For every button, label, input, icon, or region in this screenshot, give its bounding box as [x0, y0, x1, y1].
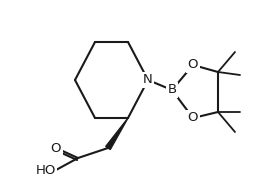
Text: HO: HO	[36, 164, 56, 176]
Text: O: O	[51, 142, 61, 155]
Text: O: O	[187, 112, 197, 124]
Text: B: B	[167, 84, 176, 97]
Polygon shape	[105, 118, 128, 150]
Text: O: O	[187, 59, 197, 71]
Text: N: N	[142, 74, 152, 87]
